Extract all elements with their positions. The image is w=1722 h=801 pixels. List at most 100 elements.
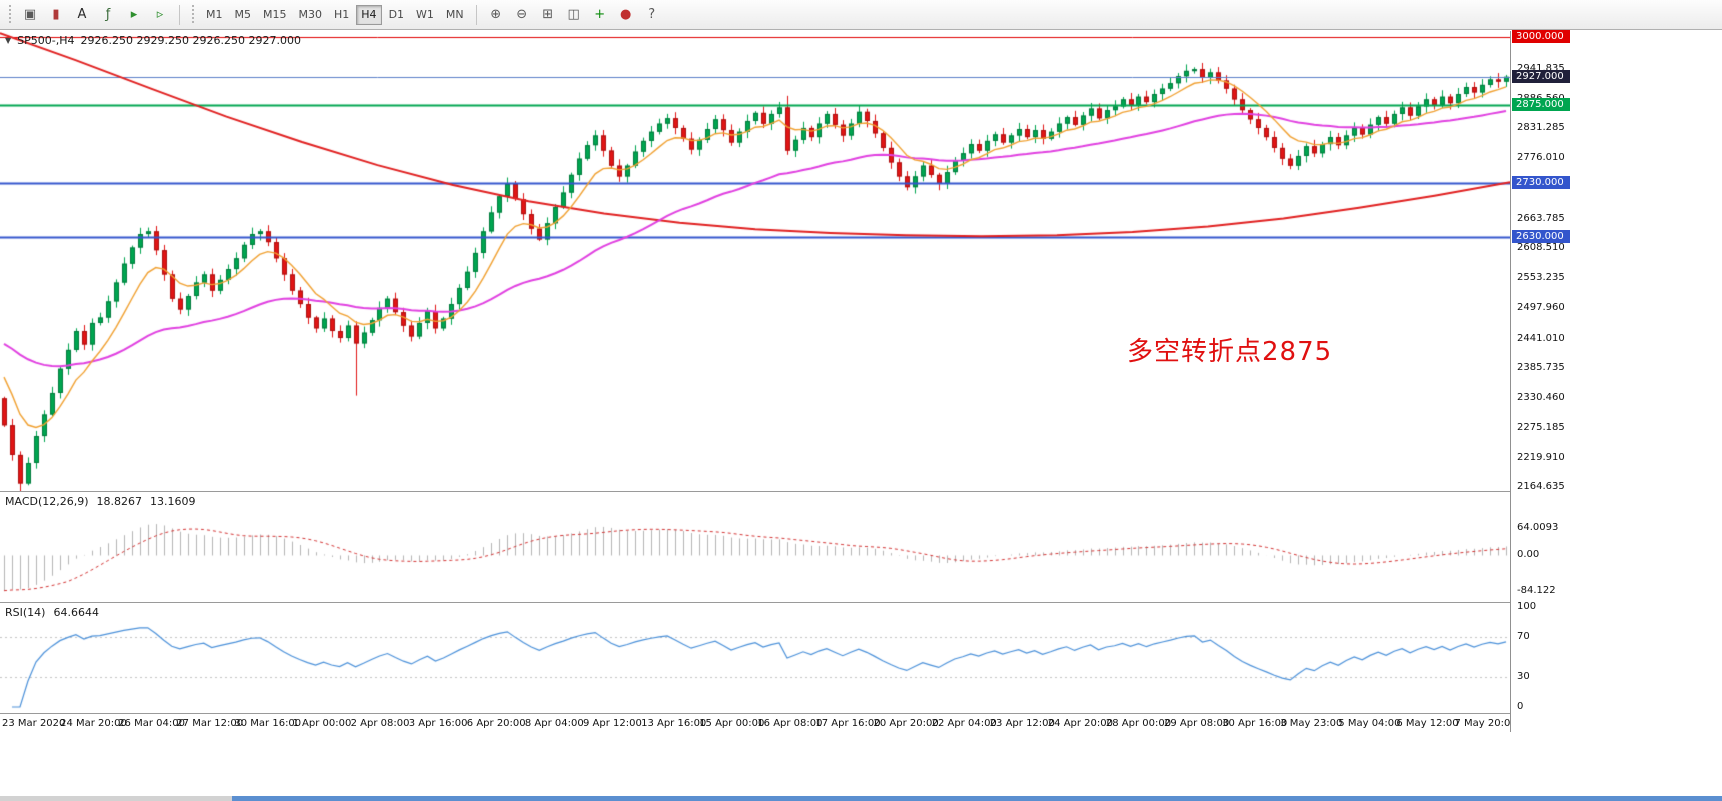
price-tick-label: 2497.960: [1517, 301, 1565, 313]
chart-region: ▼ SP500-,H4 2926.250 2929.250 2926.250 2…: [0, 30, 1577, 732]
rsi-panel-canvas[interactable]: [0, 603, 1510, 713]
price-tick-label: 2275.185: [1517, 421, 1565, 433]
time-axis-label: 6 May 12:00: [1396, 718, 1459, 729]
time-axis-label: 6 Apr 20:00: [466, 718, 526, 729]
time-axis-label: 8 Apr 04:00: [524, 718, 584, 729]
chart-shift-icon[interactable]: ▹: [156, 7, 164, 22]
rsi-value: 64.6644: [53, 606, 99, 619]
price-badge: 3000.000: [1512, 30, 1570, 44]
zoom-out-icon[interactable]: ⊖: [516, 7, 528, 22]
rsi-scale-label: 70: [1517, 631, 1530, 642]
price-badge: 2630.000: [1512, 229, 1570, 243]
timeframe-button-m15[interactable]: M15: [263, 8, 287, 21]
timeframe-button-h4[interactable]: H4: [356, 4, 382, 25]
price-tick-label: 2663.785: [1517, 212, 1565, 224]
time-axis-label: 7 May 20:00: [1454, 718, 1517, 729]
zoom-in-icon[interactable]: ⊕: [490, 7, 502, 22]
panel-separator[interactable]: [0, 602, 1577, 603]
time-axis-label: 2 Apr 08:00: [350, 718, 410, 729]
chart-symbol-period: SP500-,H4: [17, 34, 75, 47]
timeframe-button-m5[interactable]: M5: [234, 8, 252, 21]
toolbar-grip[interactable]: [190, 4, 196, 25]
price-tick-label: 2219.910: [1517, 451, 1565, 463]
price-tick-label: 2831.285: [1517, 122, 1565, 134]
chart-title: ▼ SP500-,H4 2926.250 2929.250 2926.250 2…: [5, 34, 301, 47]
price-tick-label: 2553.235: [1517, 272, 1565, 284]
time-axis-label: 24 Apr 20:00: [1047, 718, 1113, 729]
time-axis-label: 16 Apr 08:00: [757, 718, 823, 729]
timeframe-button-w1[interactable]: W1: [416, 8, 434, 21]
time-axis-label: 29 Apr 08:00: [1164, 718, 1230, 729]
alert-icon[interactable]: ●: [619, 7, 632, 22]
toolbar-separator: [179, 4, 180, 25]
charts-grid-icon[interactable]: ▣: [23, 7, 37, 22]
macd-value-signal: 13.1609: [150, 495, 196, 508]
price-tick-label: 2441.010: [1517, 332, 1565, 344]
time-axis-label: 28 Apr 00:00: [1105, 718, 1172, 729]
timeframe-button-h1[interactable]: H1: [334, 8, 350, 21]
tile-windows-icon[interactable]: ⊞: [542, 7, 554, 22]
time-axis-label: 3 May 23:00: [1280, 718, 1343, 729]
rsi-scale-label: 100: [1517, 601, 1537, 612]
timeframe-button-m1[interactable]: M1: [206, 8, 223, 21]
macd-panel-canvas[interactable]: [0, 492, 1510, 602]
price-badge: 2730.000: [1512, 175, 1570, 189]
chart-menu-icon[interactable]: ▼: [5, 36, 12, 45]
macd-scale-label: 64.0093: [1517, 522, 1559, 534]
time-axis-label: 24 Mar 20:00: [60, 718, 127, 729]
time-axis[interactable]: 23 Mar 2020 24 Mar 20:00 26 Mar 04:00 27 Ma…: [0, 714, 1517, 732]
time-axis-label: 1 Apr 00:00: [292, 718, 352, 729]
time-axis-label: 23 Apr 12:00: [989, 718, 1055, 729]
timeframe-button-mn[interactable]: MN: [445, 8, 464, 21]
price-tick-label: 2776.010: [1517, 152, 1565, 164]
macd-scale-label: 0.00: [1517, 549, 1540, 561]
timeframe-button-d1[interactable]: D1: [388, 8, 405, 21]
time-axis-label: 17 Apr 16:00: [815, 718, 881, 729]
rsi-label: RSI(14) 64.6644: [5, 606, 99, 619]
text-label-icon[interactable]: A: [77, 7, 87, 22]
time-axis-label: 20 Apr 20:00: [873, 718, 939, 729]
time-axis-label: 3 Apr 16:00: [408, 718, 468, 729]
rsi-scale-label: 30: [1517, 671, 1530, 682]
rsi-scale-label: 0: [1517, 701, 1524, 712]
panel-separator[interactable]: [0, 713, 1577, 714]
macd-value-main: 18.8267: [96, 495, 143, 508]
price-tick-label: 2385.735: [1517, 362, 1565, 374]
indicator-list-icon[interactable]: ƒ: [105, 7, 111, 22]
price-scale[interactable]: 2941.8352886.5602831.2852776.0102663.785…: [1510, 30, 1577, 732]
time-axis-label: 26 Mar 04:00: [118, 718, 185, 729]
time-axis-label: 15 Apr 00:00: [699, 718, 765, 729]
price-tick-label: 2164.635: [1517, 481, 1565, 493]
panel-separator[interactable]: [0, 491, 1577, 492]
time-axis-label: 23 Mar 2020: [2, 718, 66, 729]
macd-scale-label: -84.122: [1517, 585, 1556, 597]
timeframe-button-m30[interactable]: M30: [298, 8, 323, 21]
bottom-strip-segment: [232, 796, 1722, 801]
help-icon[interactable]: ?: [648, 7, 656, 22]
toolbar-grip[interactable]: [7, 4, 13, 25]
candlestick-chart-icon[interactable]: ▮: [52, 7, 60, 22]
time-axis-label: 5 May 04:00: [1338, 718, 1401, 729]
bottom-strip-segment: [0, 796, 232, 801]
chart-ohlc-values: 2926.250 2929.250 2926.250 2927.000: [80, 34, 301, 47]
macd-label: MACD(12,26,9) 18.8267 13.1609: [5, 495, 196, 508]
time-axis-label: 30 Apr 16:00: [1222, 718, 1288, 729]
bottom-strip: [0, 796, 1722, 801]
price-tick-label: 2608.510: [1517, 242, 1565, 254]
toolbar-separator: [475, 4, 477, 25]
auto-scroll-icon[interactable]: ▸: [130, 7, 138, 22]
time-axis-label: 22 Apr 04:00: [931, 718, 997, 729]
time-axis-label: 13 Apr 16:00: [641, 718, 707, 729]
chart-annotation: 多空转折点2875: [1127, 337, 1333, 367]
main-chart-canvas[interactable]: [0, 31, 1510, 491]
time-axis-label: 9 Apr 12:00: [583, 718, 642, 729]
macd-indicator-name: MACD(12,26,9): [5, 495, 89, 508]
new-chart-icon[interactable]: +: [594, 7, 606, 22]
time-axis-label: 27 Mar 12:00: [176, 718, 244, 729]
price-badge: 2875.000: [1512, 97, 1570, 111]
price-badge: 2927.000: [1512, 69, 1570, 83]
price-tick-label: 2330.460: [1517, 392, 1565, 404]
cascade-windows-icon[interactable]: ◫: [567, 7, 580, 22]
